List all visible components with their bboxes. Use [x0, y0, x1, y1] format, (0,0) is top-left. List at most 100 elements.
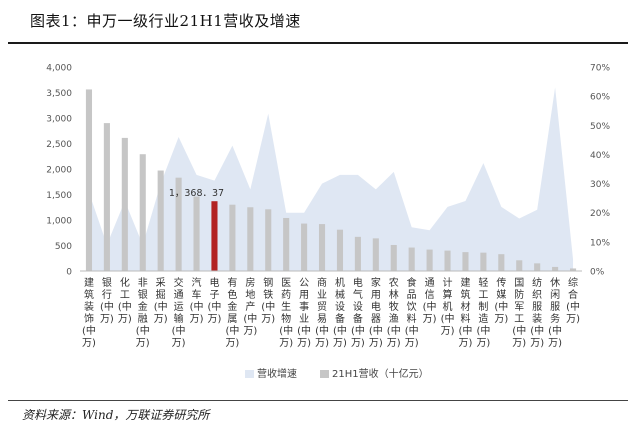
x-tick-label: 家: [371, 276, 381, 289]
x-tick-label: 万): [423, 314, 437, 325]
bar-6: [193, 196, 200, 271]
x-tick-label: 品: [407, 289, 417, 301]
bar-7: [211, 201, 218, 271]
x-tick-label: 装: [84, 300, 94, 313]
bar-27: [569, 268, 577, 271]
x-tick-label: 气: [353, 288, 363, 301]
x-tick-label: 万): [82, 338, 96, 349]
x-tick-label: 休: [550, 277, 560, 289]
bar-12: [301, 223, 308, 271]
x-tick-label: 色: [227, 288, 237, 301]
x-tick-label: 万): [351, 338, 365, 349]
x-tick-label: 金: [138, 300, 148, 313]
x-tick-label: 林: [389, 288, 399, 301]
x-tick-label: 机: [443, 300, 453, 313]
x-tick-label: 牧: [389, 300, 399, 313]
y-left-tick-label: 1,000: [46, 217, 72, 227]
x-tick-label: 车: [192, 288, 202, 301]
x-tick-label: 万): [190, 314, 204, 325]
bar-26: [552, 266, 559, 271]
bar-5: [175, 177, 182, 271]
x-tick-label: (中: [82, 324, 96, 337]
x-tick-label: 输: [174, 312, 184, 325]
bar-13: [318, 224, 326, 271]
x-tick-label: 医: [281, 277, 291, 289]
x-tick-label: (中: [459, 324, 473, 337]
x-tick-label: (中: [225, 324, 239, 337]
bar-14: [336, 229, 344, 271]
x-tick-label: 产: [245, 300, 255, 313]
y-left-tick-label: 3,000: [46, 115, 72, 125]
x-tick-label: 汽: [192, 276, 202, 289]
x-tick-label: 万): [476, 338, 490, 349]
legend-swatch-growth: [245, 370, 254, 378]
x-tick-label: 万): [333, 338, 347, 349]
x-tick-label: 万): [243, 326, 257, 337]
x-tick-label: 料: [460, 312, 470, 325]
x-tick-label: 万): [279, 338, 293, 349]
x-tick-label: 银: [102, 276, 112, 289]
x-tick-label: 事: [299, 300, 309, 313]
x-tick-label: 万): [100, 314, 114, 325]
x-tick-label: 电: [371, 300, 381, 313]
x-tick-label: 万): [136, 338, 150, 349]
x-tick-label: 工: [514, 314, 524, 325]
x-tick-label: (中: [512, 324, 526, 337]
y-left-tick-label: 1,500: [46, 191, 72, 201]
bar-15: [354, 236, 361, 271]
legend-label-revenue: 21H1营收（十亿元）: [332, 367, 429, 380]
x-tick-label: 工: [120, 290, 130, 301]
x-tick-label: 易: [317, 313, 327, 325]
x-tick-label: 铁: [263, 288, 273, 301]
x-tick-label: 交: [174, 276, 184, 289]
y-right-tick-label: 30%: [590, 180, 610, 190]
x-tick-label: 闲: [550, 288, 560, 301]
x-tick-label: 备: [335, 312, 345, 325]
x-tick-label: 业: [317, 289, 327, 301]
x-tick-label: (中: [261, 300, 275, 313]
x-tick-label: 万): [387, 338, 401, 349]
bar-10: [265, 209, 272, 271]
x-tick-label: 服: [532, 301, 542, 313]
x-tick-label: 公: [299, 278, 309, 289]
legend-label-growth: 营收增速: [257, 367, 297, 380]
x-tick-label: 属: [227, 313, 237, 325]
x-tick-label: 万): [405, 338, 419, 349]
x-tick-label: 料: [407, 312, 417, 325]
y-right-tick-label: 10%: [590, 238, 610, 248]
x-tick-label: 万): [566, 314, 580, 325]
bar-17: [390, 244, 397, 271]
x-tick-label: 综: [568, 276, 578, 289]
x-tick-label: 电: [209, 276, 219, 289]
x-tick-label: 万): [208, 314, 222, 325]
x-tick-label: 万): [548, 338, 562, 349]
x-tick-label: 务: [550, 312, 560, 325]
x-tick-label: 万): [530, 338, 544, 349]
x-tick-label: 万): [315, 338, 329, 349]
bar-9: [247, 207, 254, 271]
x-tick-label: 万): [118, 314, 132, 325]
x-tick-label: 电: [353, 276, 363, 289]
bar-11: [283, 217, 290, 271]
x-tick-label: 万): [441, 326, 455, 337]
x-tick-label: 掘: [156, 288, 166, 301]
x-tick-label: 传: [496, 277, 506, 289]
x-tick-label: 万): [369, 338, 383, 349]
bar-19: [426, 249, 433, 271]
bar-1: [103, 123, 110, 271]
bar-area-chart: 1，368．37 0 500 1,000 1,500 2,000 2,500 3,000 3,5…: [46, 64, 610, 381]
y-left-tick-label: 3,500: [46, 89, 72, 99]
x-tick-label: 国: [514, 277, 524, 289]
x-tick-label: (中: [333, 324, 347, 337]
x-tick-label: (中: [566, 300, 580, 313]
x-tick-label: 信: [425, 289, 435, 301]
y-left-tick-label: 500: [55, 242, 72, 252]
x-tick-label: 万): [172, 338, 186, 349]
bar-18: [408, 247, 415, 271]
x-tick-label: 万): [512, 338, 526, 349]
source-note: 资料来源：Wind，万联证券研究所: [22, 408, 210, 422]
x-tick-label: 军: [514, 301, 524, 313]
data-label: 1，368．37: [169, 188, 224, 199]
x-tick-label: 造: [478, 312, 488, 325]
x-tick-label: 器: [371, 313, 381, 325]
